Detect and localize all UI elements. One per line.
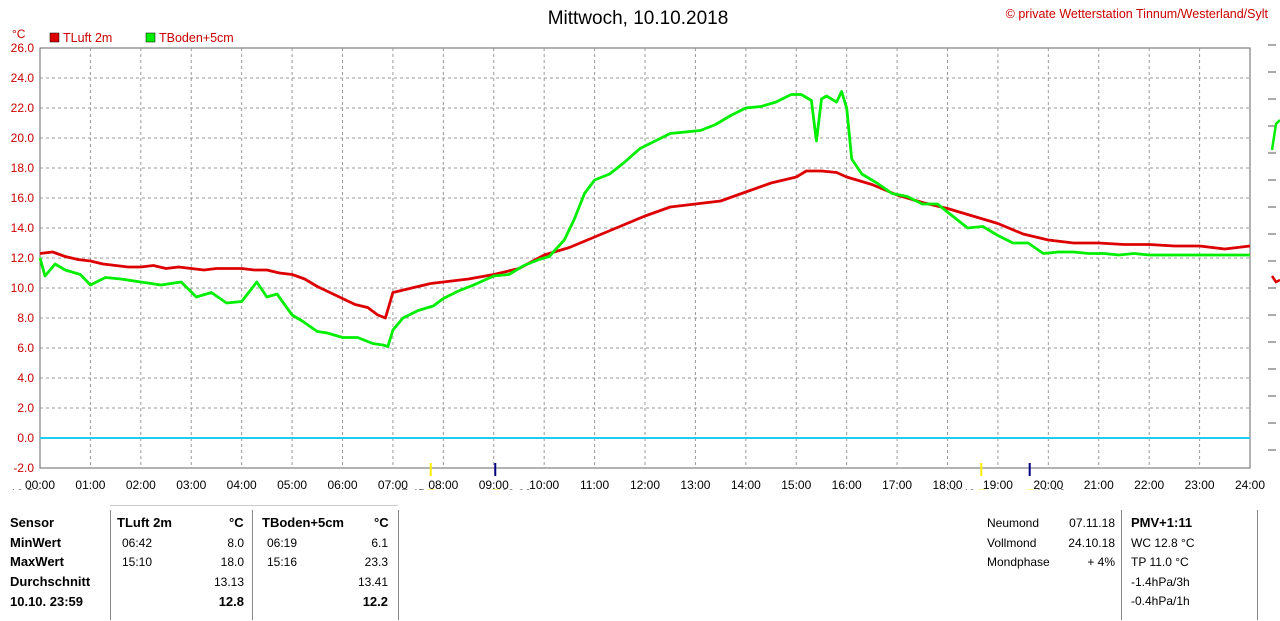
stats-panel: Sensor MinWert MaxWert Durchschnitt 10.1… (0, 505, 1280, 621)
x-tick-label: 23:00 (1185, 478, 1215, 490)
tboden-min-val: 6.1 (371, 536, 388, 550)
y-tick-label: 0.0 (17, 431, 34, 445)
mondphase-label: Mondphase (987, 555, 1050, 569)
legend-swatch (49, 32, 60, 43)
time-marker-label: 07:45 (395, 487, 425, 490)
side-trace-red (1270, 275, 1280, 284)
tboden-avg: 13.41 (357, 575, 388, 589)
y-tick-label: 26.0 (11, 41, 35, 55)
y-axis-unit: °C (12, 27, 26, 41)
pmv-line-1h: -0.4hPa/1h (1131, 594, 1190, 608)
maxwert-label: MaxWert (10, 554, 64, 569)
tluft-max-val: 18.0 (220, 555, 244, 569)
x-tick-label: 12:00 (630, 478, 660, 490)
sensor-header: Sensor (10, 515, 55, 530)
x-tick-label: 22:00 (1134, 478, 1164, 490)
x-tick-label: 21:00 (1084, 478, 1114, 490)
x-tick-label: 13:00 (680, 478, 710, 490)
y-tick-label: 16.0 (11, 191, 35, 205)
time-marker-label: 19:38 (1036, 487, 1066, 490)
y-tick-label: 12.0 (11, 251, 35, 265)
tluft-last: 12.8 (218, 594, 244, 609)
durchschnitt-label: Durchschnitt (10, 574, 91, 589)
time-marker-label: 18:40 (945, 487, 975, 490)
side-trace-green (1270, 119, 1280, 151)
y-tick-label: 2.0 (17, 401, 34, 415)
vollmond-value: 24.10.18 (1068, 536, 1115, 550)
x-tick-label: 09:00 (479, 478, 509, 490)
legend-swatch (145, 32, 156, 43)
y-tick-label: -2.0 (13, 461, 34, 475)
y-tick-label: 14.0 (11, 221, 35, 235)
legend-label: TBoden+5cm (159, 31, 234, 45)
temperature-chart: Mittwoch, 10.10.2018 © private Wetterstat… (10, 7, 1280, 490)
tboden-unit: °C (374, 515, 389, 530)
chart-title: Mittwoch, 10.10.2018 (548, 8, 729, 29)
x-tick-label: 11:00 (580, 478, 609, 490)
x-tick-label: 18:00 (932, 478, 962, 490)
series-line-0 (39, 169, 1251, 320)
series-line-1 (38, 90, 1250, 348)
x-tick-label: 16:00 (832, 478, 862, 490)
pmv-header: PMV+1:11 (1131, 515, 1193, 530)
tluft-unit: °C (229, 515, 244, 530)
time-marker-label: 10:54 (10, 487, 40, 490)
x-tick-label: 24:00 (1235, 478, 1265, 490)
x-tick-label: 00:00 (25, 478, 55, 490)
x-tick-label: 03:00 (176, 478, 206, 490)
legend-label: TLuft 2m (63, 31, 112, 45)
tluft-max-time: 15:10 (122, 555, 153, 569)
x-tick-label: 06:00 (327, 478, 357, 490)
tluft-min-time: 06:42 (122, 536, 153, 550)
x-tick-label: 05:00 (277, 478, 307, 490)
tboden-header: TBoden+5cm (262, 515, 344, 530)
x-tick-label: 20:00 (1033, 478, 1063, 490)
pmv-line-tp: TP 11.0 °C (1131, 555, 1189, 569)
x-tick-label: 01:00 (75, 478, 105, 490)
tboden-max-val: 23.3 (364, 555, 388, 569)
y-tick-label: 4.0 (17, 371, 34, 385)
neumond-value: 07.11.18 (1069, 516, 1115, 530)
x-tick-label: 14:00 (731, 478, 761, 490)
pmv-line-3h: -1.4hPa/3h (1131, 575, 1190, 589)
x-tick-label: 15:00 (781, 478, 811, 490)
pmv-line-wc: WC 12.8 °C (1131, 536, 1195, 550)
copyright-text: © private Wetterstation Tinnum/Westerlan… (1006, 7, 1269, 21)
last-time-label: 10.10. 23:59 (10, 594, 84, 609)
y-tick-label: 18.0 (11, 161, 35, 175)
y-tick-label: 6.0 (17, 341, 34, 355)
y-tick-label: 22.0 (11, 101, 35, 115)
y-tick-label: 20.0 (11, 131, 35, 145)
x-tick-label: 07:00 (378, 478, 408, 490)
tboden-min-time: 06:19 (267, 536, 298, 550)
mondphase-value: + 4% (1087, 555, 1115, 569)
tluft-avg: 13.13 (213, 575, 244, 589)
vollmond-label: Vollmond (987, 536, 1037, 550)
x-tick-label: 17:00 (882, 478, 912, 490)
time-marker-label: 09:02 (501, 487, 531, 490)
y-tick-label: 8.0 (17, 311, 34, 325)
y-tick-label: 24.0 (11, 71, 35, 85)
tboden-last: 12.2 (362, 594, 388, 609)
x-tick-label: 08:00 (428, 478, 458, 490)
y-tick-label: 10.0 (11, 281, 35, 295)
tluft-min-val: 8.0 (227, 536, 244, 550)
minwert-label: MinWert (10, 535, 62, 550)
tluft-header: TLuft 2m (117, 515, 172, 530)
x-tick-label: 02:00 (126, 478, 156, 490)
x-tick-label: 19:00 (983, 478, 1013, 490)
tboden-max-time: 15:16 (267, 555, 298, 569)
x-tick-label: 04:00 (227, 478, 257, 490)
neumond-label: Neumond (987, 516, 1040, 530)
x-tick-label: 10:00 (529, 478, 559, 490)
